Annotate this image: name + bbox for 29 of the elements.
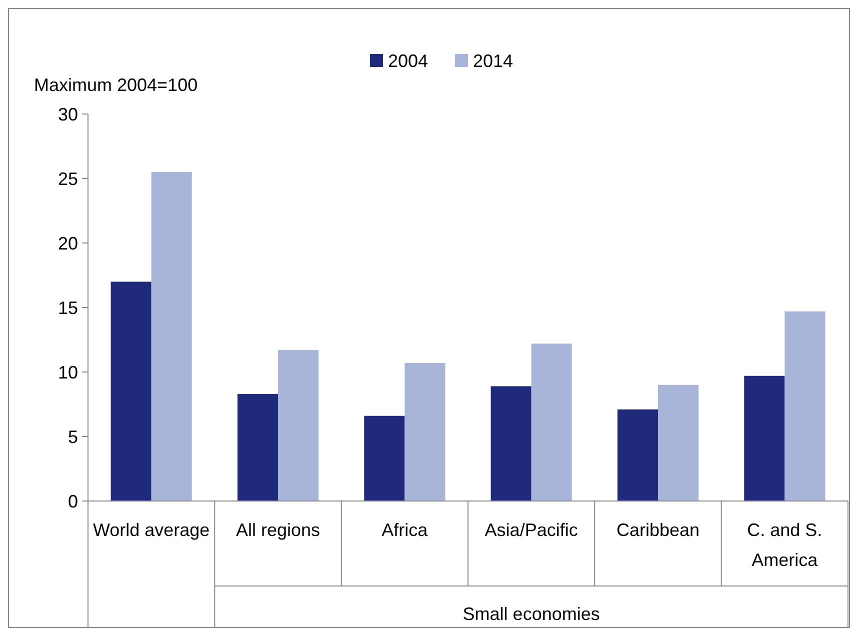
bar — [151, 172, 192, 501]
legend-label: 2004 — [388, 51, 428, 71]
bar — [364, 416, 405, 501]
bar — [278, 350, 319, 501]
y-tick-label: 10 — [58, 362, 78, 382]
y-tick-label: 5 — [68, 426, 78, 447]
bar — [617, 409, 658, 501]
bar — [404, 362, 446, 501]
legend-label: 2014 — [473, 51, 514, 71]
x-tick-label: All regions — [236, 520, 320, 540]
y-tick-label: 30 — [58, 104, 78, 124]
y-tick-label: 15 — [58, 298, 78, 318]
x-tick-label: C. and S. America — [747, 520, 822, 570]
y-tick-label: 20 — [58, 233, 78, 254]
bar — [531, 344, 572, 501]
bar — [110, 282, 152, 501]
y-tick-label: 0 — [68, 491, 78, 512]
x-tick-label: World average — [92, 520, 210, 540]
bar — [658, 384, 699, 501]
y-tick-label: 25 — [58, 168, 78, 189]
x-tick-label: Caribbean — [616, 520, 700, 540]
bar — [237, 394, 278, 501]
y-axis-title: Maximum 2004=100 — [34, 75, 198, 95]
text: Small economies — [462, 604, 600, 624]
bar — [784, 311, 826, 501]
x-tick-label: Africa — [382, 520, 429, 540]
bar — [490, 386, 532, 501]
bar — [744, 376, 785, 501]
x-tick-label: Asia/Pacific — [484, 520, 578, 540]
